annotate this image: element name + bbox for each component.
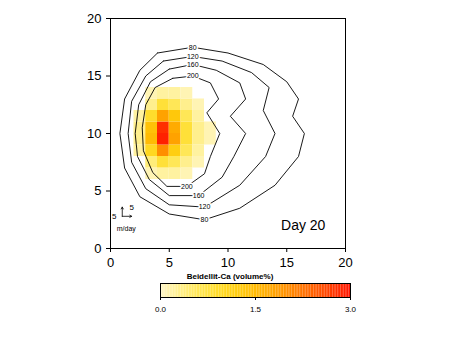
svg-text:20: 20 (338, 255, 352, 270)
svg-text:10: 10 (221, 255, 235, 270)
svg-text:m/day: m/day (117, 225, 137, 233)
html-text:Beidellit-Ca (volume%): Beidellit-Ca (volume%) (186, 272, 274, 281)
svg-text:120: 120 (187, 53, 199, 60)
svg-text:200: 200 (187, 72, 199, 79)
svg-text:1.5: 1.5 (250, 305, 262, 314)
svg-text:0: 0 (107, 255, 114, 270)
svg-text:20: 20 (87, 11, 101, 26)
svg-text:3.0: 3.0 (345, 305, 357, 314)
svg-text:160: 160 (193, 192, 205, 199)
svg-text:10: 10 (87, 126, 101, 141)
svg-text:160: 160 (187, 61, 199, 68)
svg-text:5: 5 (129, 203, 134, 212)
svg-text:0.0: 0.0 (155, 305, 167, 314)
svg-text:80: 80 (201, 216, 209, 223)
svg-text:5: 5 (166, 255, 173, 270)
svg-text:5: 5 (112, 212, 117, 221)
svg-text:15: 15 (280, 255, 294, 270)
svg-text:Day 20: Day 20 (281, 217, 326, 233)
svg-text:0: 0 (94, 241, 101, 256)
svg-text:5: 5 (94, 183, 101, 198)
svg-text:80: 80 (189, 43, 197, 50)
svg-text:120: 120 (199, 203, 211, 210)
svg-text:200: 200 (181, 183, 193, 190)
svg-text:15: 15 (87, 68, 101, 83)
